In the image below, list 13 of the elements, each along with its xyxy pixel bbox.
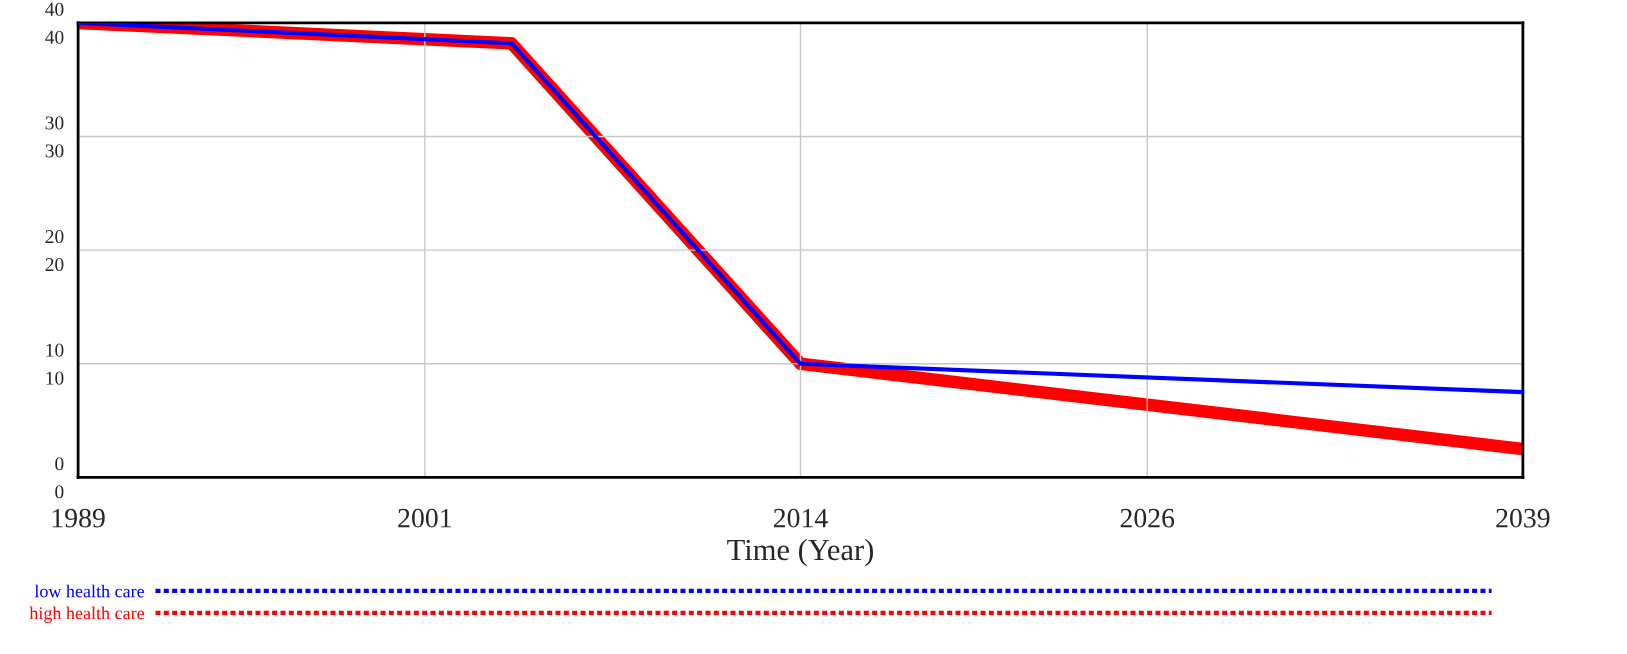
x-tick-label: 2026 <box>1120 508 1175 528</box>
y-tick-label: 40 <box>45 30 64 44</box>
y-tick-label: 0 <box>55 485 64 499</box>
y-tick-label: 10 <box>46 371 64 385</box>
x-tick-label: 1989 <box>52 508 105 528</box>
x-tick-label: 2001 <box>398 508 451 528</box>
y-tick-label: 20 <box>45 257 64 272</box>
x-axis-title: Time (Year) <box>727 538 873 567</box>
text: high health care <box>29 606 144 624</box>
y-tick-label: 30 <box>45 144 64 158</box>
text: low health care <box>34 584 144 598</box>
x-tick-label: 2039 <box>1496 508 1550 528</box>
x-tick-label: 2014 <box>773 508 828 528</box>
